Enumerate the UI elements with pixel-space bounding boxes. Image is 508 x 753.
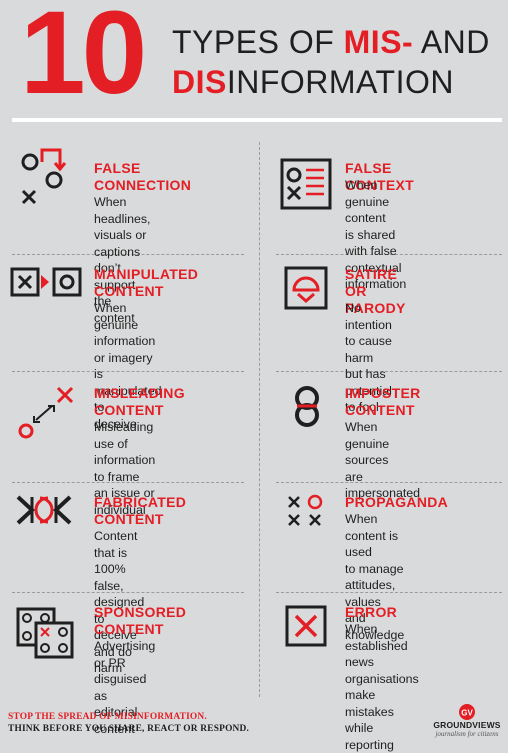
- item-title: CONTENT: [345, 402, 421, 419]
- item-description: disguised as: [94, 671, 155, 704]
- item-title: ERROR: [345, 604, 397, 621]
- item-title: CONTENT: [94, 511, 186, 528]
- headline-line-1: TYPES OF MIS- AND: [172, 22, 490, 62]
- fabricated-content-icon: [14, 494, 74, 526]
- item-description: to manage attitudes,: [345, 561, 404, 594]
- item-title: SPONSORED: [94, 604, 186, 621]
- item-description: When content is used: [345, 511, 404, 561]
- headline-text: TYPES OF: [172, 24, 344, 60]
- logo-name: GROUNDVIEWS: [428, 720, 506, 730]
- item-description: When established: [345, 621, 419, 654]
- footer-line-2: THINK BEFORE YOU SHARE, REACT OR RESPOND…: [8, 723, 249, 735]
- item-description: is shared with false: [345, 227, 406, 260]
- manipulated-content-icon: [10, 266, 84, 298]
- logo-mark-icon: GV: [458, 703, 476, 721]
- header: 10 TYPES OF MIS- AND DISINFORMATION: [0, 0, 508, 118]
- headline-number: 10: [20, 0, 143, 112]
- item-title: CONNECTION: [94, 177, 191, 194]
- svg-text:GV: GV: [461, 709, 473, 718]
- item-title: CONTENT: [94, 621, 186, 638]
- headline-title: TYPES OF MIS- AND DISINFORMATION: [172, 22, 490, 102]
- headline-text: INFORMATION: [227, 64, 454, 100]
- groundviews-logo: GV GROUNDVIEWS journalism for citizens: [428, 703, 506, 739]
- error-icon: [285, 605, 327, 647]
- imposter-content-icon: [292, 385, 322, 429]
- item-title: MISLEADING: [94, 385, 185, 402]
- item-title: PROPAGANDA: [345, 494, 448, 511]
- propaganda-icon: [286, 494, 326, 530]
- column-divider: [259, 142, 260, 697]
- item-title: CONTENT: [94, 402, 185, 419]
- header-divider: [12, 118, 502, 122]
- item-title: CONTENT: [94, 283, 198, 300]
- item-description: reporting: [345, 737, 419, 753]
- item-title: FALSE: [94, 160, 191, 177]
- item-description: information to frame: [94, 452, 155, 485]
- item-title: FABRICATED: [94, 494, 186, 511]
- item-description: Advertising or PR: [94, 638, 155, 671]
- sponsored-content-icon: [16, 607, 74, 659]
- item-description: Content that is 100%: [94, 528, 144, 578]
- item-title: SATIRE OR: [345, 266, 406, 300]
- item-description: news organisations: [345, 654, 419, 687]
- logo-tagline: journalism for citizens: [428, 730, 506, 738]
- false-context-icon: [280, 158, 332, 210]
- headline-text: AND: [413, 24, 490, 60]
- item-description: When genuine content: [345, 177, 406, 227]
- item-description: When genuine: [94, 300, 162, 333]
- headline-red-text: MIS-: [344, 24, 414, 60]
- footer-message: STOP THE SPREAD OF MISINFORMATION. THINK…: [8, 711, 249, 735]
- footer-line-1: STOP THE SPREAD OF MISINFORMATION.: [8, 711, 249, 723]
- item-description: When genuine sources: [345, 419, 420, 469]
- item-description: When headlines,: [94, 194, 151, 227]
- satire-parody-icon: [284, 266, 328, 310]
- misleading-content-icon: [16, 384, 76, 442]
- item-description: No intention to cause: [345, 300, 392, 350]
- false-connection-icon: [16, 146, 76, 208]
- item-description: information or imagery: [94, 333, 162, 366]
- item-description: Misleading use of: [94, 419, 155, 452]
- item-title: MANIPULATED: [94, 266, 198, 283]
- headline-line-2: DISINFORMATION: [172, 62, 490, 102]
- item-title: IMPOSTER: [345, 385, 421, 402]
- item-description: make mistakes while: [345, 687, 419, 737]
- headline-red-text: DIS: [172, 64, 227, 100]
